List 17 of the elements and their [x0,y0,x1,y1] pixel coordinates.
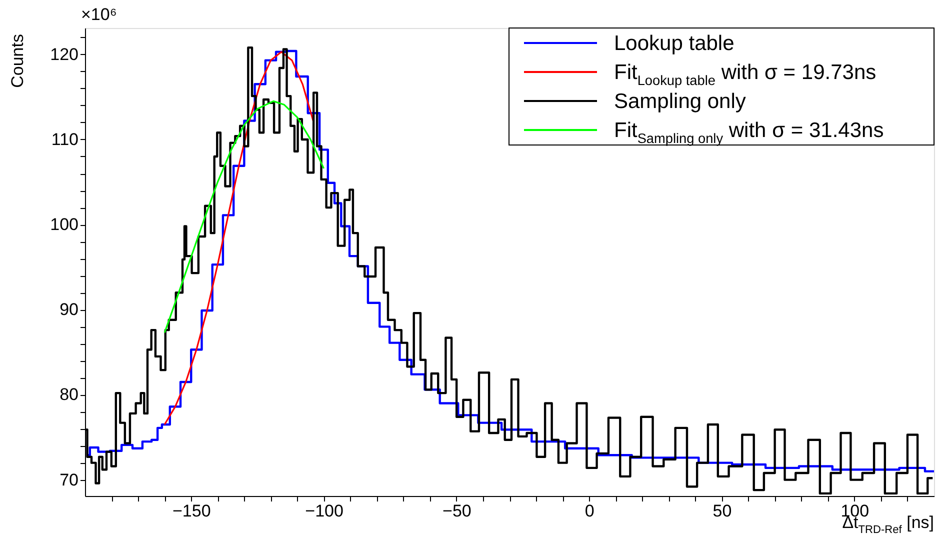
y-tick-label: 120 [50,44,78,64]
x-tick-label: 50 [712,502,732,520]
legend-label: Sampling only [614,90,746,113]
y-tick-label: 80 [60,385,78,404]
y-tick-label: 100 [50,215,78,234]
line-series [164,100,325,334]
x-tick-label: −100 [305,502,344,520]
x-tick-label: 0 [584,502,594,520]
y-tick-label: 70 [60,470,78,490]
x-tick-label: −150 [172,502,211,520]
text: ×10⁶ [81,5,117,24]
legend-label: Lookup table [614,32,734,55]
line-series [164,51,314,426]
y-tick-label: 90 [60,300,78,320]
y-tick-label: 110 [51,130,78,149]
y-axis-title: Counts [8,34,27,88]
x-tick-label: −50 [442,502,472,520]
